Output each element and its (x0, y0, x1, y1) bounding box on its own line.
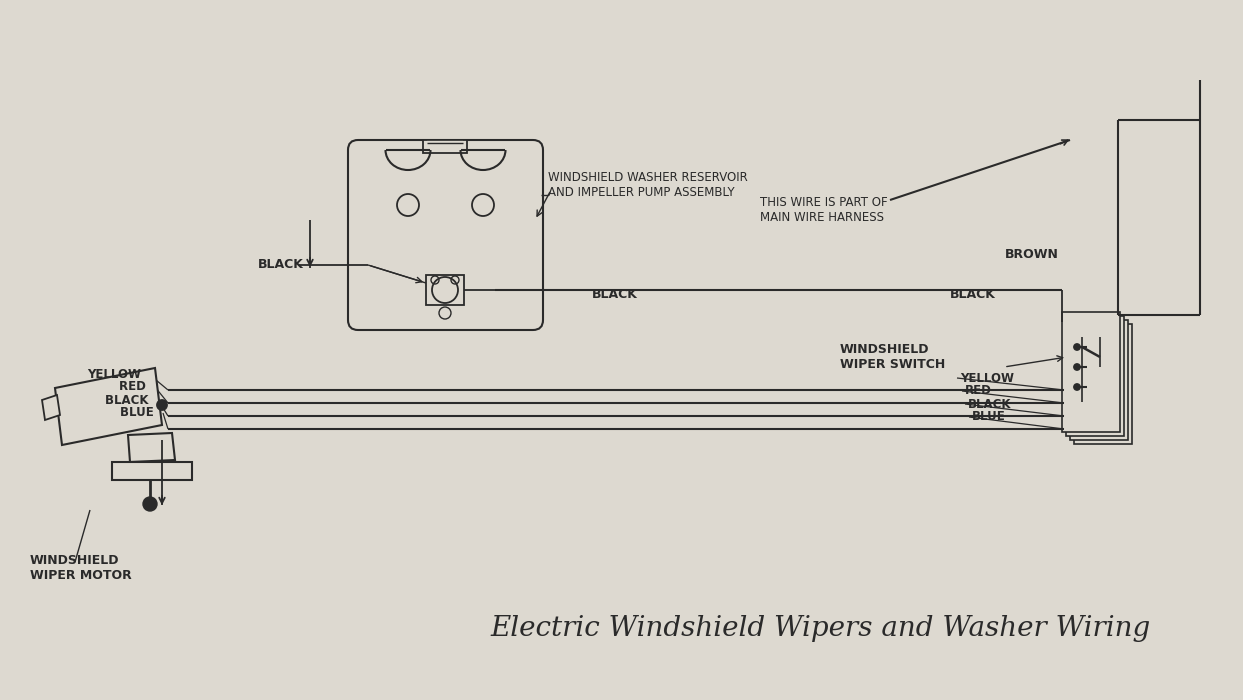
Text: WINDSHIELD WASHER RESERVOIR
AND IMPELLER PUMP ASSEMBLY: WINDSHIELD WASHER RESERVOIR AND IMPELLER… (548, 171, 748, 199)
Text: YELLOW: YELLOW (960, 372, 1014, 384)
Bar (1062, 312, 1120, 432)
Text: Electric Windshield Wipers and Washer Wiring: Electric Windshield Wipers and Washer Wi… (490, 615, 1150, 641)
Text: YELLOW: YELLOW (87, 368, 145, 382)
Circle shape (157, 400, 167, 410)
Text: BLACK: BLACK (592, 288, 638, 302)
Text: RED: RED (119, 381, 150, 393)
Bar (426, 275, 464, 305)
Text: BLUE: BLUE (972, 410, 1006, 424)
Bar (112, 462, 191, 480)
Circle shape (1074, 344, 1080, 350)
Circle shape (1074, 364, 1080, 370)
Bar (1066, 316, 1124, 436)
Circle shape (143, 497, 157, 511)
Bar (1074, 324, 1132, 444)
Bar (423, 140, 467, 153)
Text: BLACK: BLACK (968, 398, 1012, 410)
Text: BLUE: BLUE (121, 407, 158, 419)
Circle shape (1074, 384, 1080, 390)
FancyBboxPatch shape (348, 140, 543, 330)
Text: BLACK: BLACK (950, 288, 996, 302)
Text: BLACK: BLACK (106, 393, 153, 407)
Text: BLACK: BLACK (259, 258, 303, 272)
Text: THIS WIRE IS PART OF
MAIN WIRE HARNESS: THIS WIRE IS PART OF MAIN WIRE HARNESS (759, 196, 888, 224)
Bar (1070, 320, 1127, 440)
Text: RED: RED (965, 384, 992, 398)
Text: BROWN: BROWN (1006, 248, 1059, 262)
Text: WINDSHIELD
WIPER SWITCH: WINDSHIELD WIPER SWITCH (840, 343, 945, 371)
Polygon shape (42, 395, 60, 420)
Polygon shape (128, 433, 175, 462)
Text: WINDSHIELD
WIPER MOTOR: WINDSHIELD WIPER MOTOR (30, 554, 132, 582)
Polygon shape (55, 368, 162, 445)
